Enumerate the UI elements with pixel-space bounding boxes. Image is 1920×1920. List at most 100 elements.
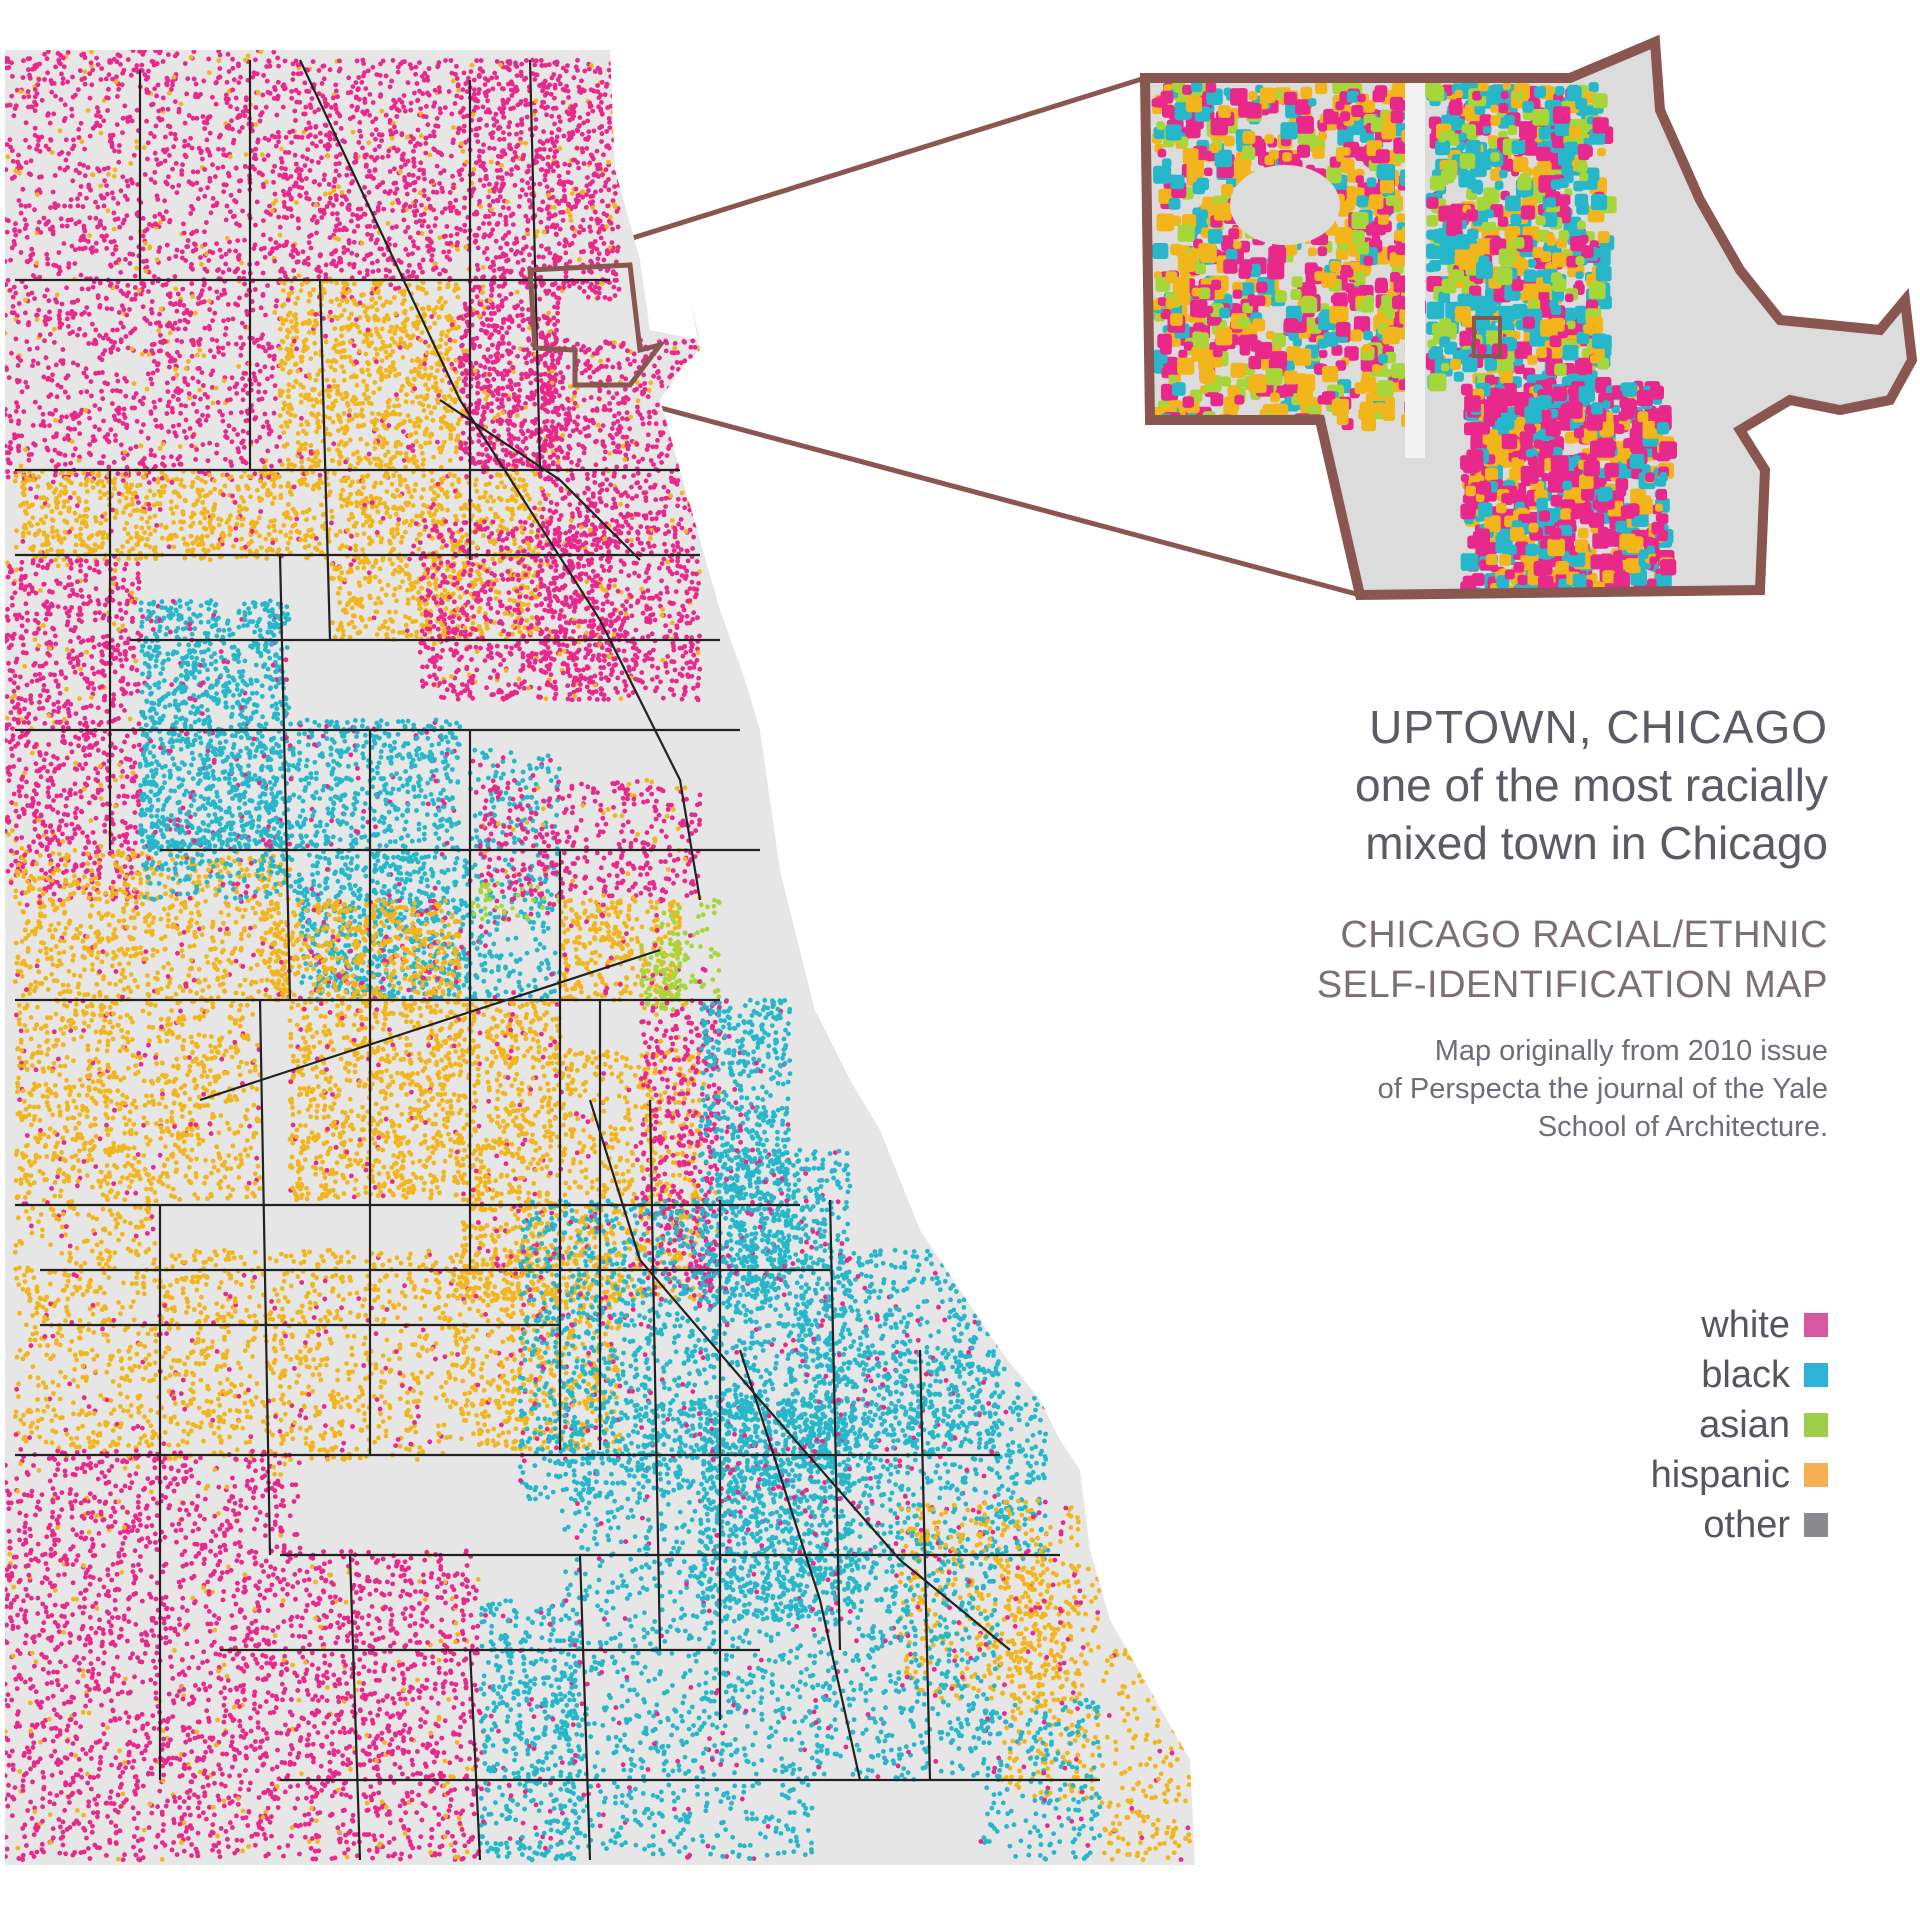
population-dot: [161, 59, 166, 64]
population-dot: [345, 282, 350, 287]
population-dot: [155, 368, 160, 373]
population-dot: [412, 461, 417, 466]
population-dot: [263, 136, 268, 141]
population-dot: [519, 271, 524, 276]
population-dot: [334, 338, 339, 343]
population-dot: [491, 86, 496, 91]
population-dot: [552, 60, 557, 65]
population-dot: [570, 226, 575, 231]
population-dot: [116, 216, 121, 221]
population-dot: [48, 121, 53, 126]
population-dot: [240, 321, 245, 326]
population-dot: [404, 455, 409, 460]
population-dot: [128, 161, 133, 166]
population-dot: [395, 397, 400, 402]
population-dot: [539, 220, 544, 225]
population-dot: [486, 107, 491, 112]
population-dot: [320, 81, 325, 86]
population-dot: [367, 373, 372, 378]
population-dot: [231, 317, 236, 322]
population-dot: [214, 338, 219, 343]
population-dot: [27, 347, 32, 352]
population-dot: [285, 328, 290, 333]
population-dot: [554, 328, 559, 333]
population-dot: [617, 179, 622, 184]
population-dot: [547, 289, 552, 294]
population-dot: [132, 406, 137, 411]
population-dot: [369, 233, 374, 238]
population-dot: [288, 187, 293, 192]
population-dot: [427, 66, 432, 71]
population-dot: [456, 325, 461, 330]
population-dot: [384, 350, 389, 355]
population-dot: [53, 408, 58, 413]
population-dot: [527, 338, 532, 343]
population-dot: [12, 285, 17, 290]
population-dot: [607, 125, 612, 130]
population-dot: [184, 418, 189, 423]
population-dot: [113, 247, 118, 252]
population-dot: [386, 317, 391, 322]
population-dot: [492, 268, 497, 273]
population-dot: [211, 250, 216, 255]
population-dot: [55, 394, 60, 399]
population-dot: [47, 298, 52, 303]
population-dot: [282, 204, 287, 209]
population-dot: [427, 153, 432, 158]
population-dot: [152, 170, 157, 175]
population-dot: [337, 173, 342, 178]
population-dot: [440, 304, 445, 309]
population-dot: [416, 231, 421, 236]
population-dot: [443, 105, 448, 110]
population-dot: [443, 58, 448, 63]
population-dot: [253, 415, 258, 420]
population-dot: [616, 79, 621, 84]
population-dot: [462, 124, 467, 129]
population-dot: [412, 188, 417, 193]
population-dot: [592, 129, 597, 134]
population-dot: [265, 79, 270, 84]
population-dot: [214, 102, 219, 107]
population-dot: [558, 146, 563, 151]
population-dot: [152, 274, 157, 279]
population-dot: [464, 371, 469, 376]
population-dot: [402, 341, 407, 346]
population-dot: [540, 396, 545, 401]
population-dot: [374, 72, 379, 77]
population-dot: [356, 207, 361, 212]
population-dot: [397, 412, 402, 417]
population-dot: [367, 169, 372, 174]
population-dot: [16, 153, 21, 158]
population-dot: [119, 339, 124, 344]
population-dot: [461, 349, 466, 354]
population-dot: [77, 327, 82, 332]
population-dot: [384, 113, 389, 118]
population-dot: [184, 244, 189, 249]
population-dot: [21, 58, 26, 63]
population-dot: [41, 375, 46, 380]
population-dot: [293, 301, 298, 306]
population-dot: [333, 399, 338, 404]
population-dot: [300, 321, 305, 326]
population-dot: [549, 92, 554, 97]
population-dot: [79, 235, 84, 240]
population-dot: [415, 81, 420, 86]
population-dot: [475, 139, 480, 144]
population-dot: [340, 190, 345, 195]
population-dot: [236, 364, 241, 369]
population-dot: [394, 130, 399, 135]
population-dot: [478, 117, 483, 122]
population-dot: [412, 164, 417, 169]
population-dot: [393, 454, 398, 459]
population-dot: [563, 196, 568, 201]
population-dot: [358, 301, 363, 306]
population-dot: [95, 121, 100, 126]
population-dot: [330, 211, 335, 216]
population-dot: [332, 326, 337, 331]
population-dot: [373, 137, 378, 142]
population-dot: [524, 374, 529, 379]
population-dot: [485, 257, 490, 262]
population-dot: [151, 371, 156, 376]
population-dot: [261, 233, 266, 238]
population-dot: [205, 405, 210, 410]
